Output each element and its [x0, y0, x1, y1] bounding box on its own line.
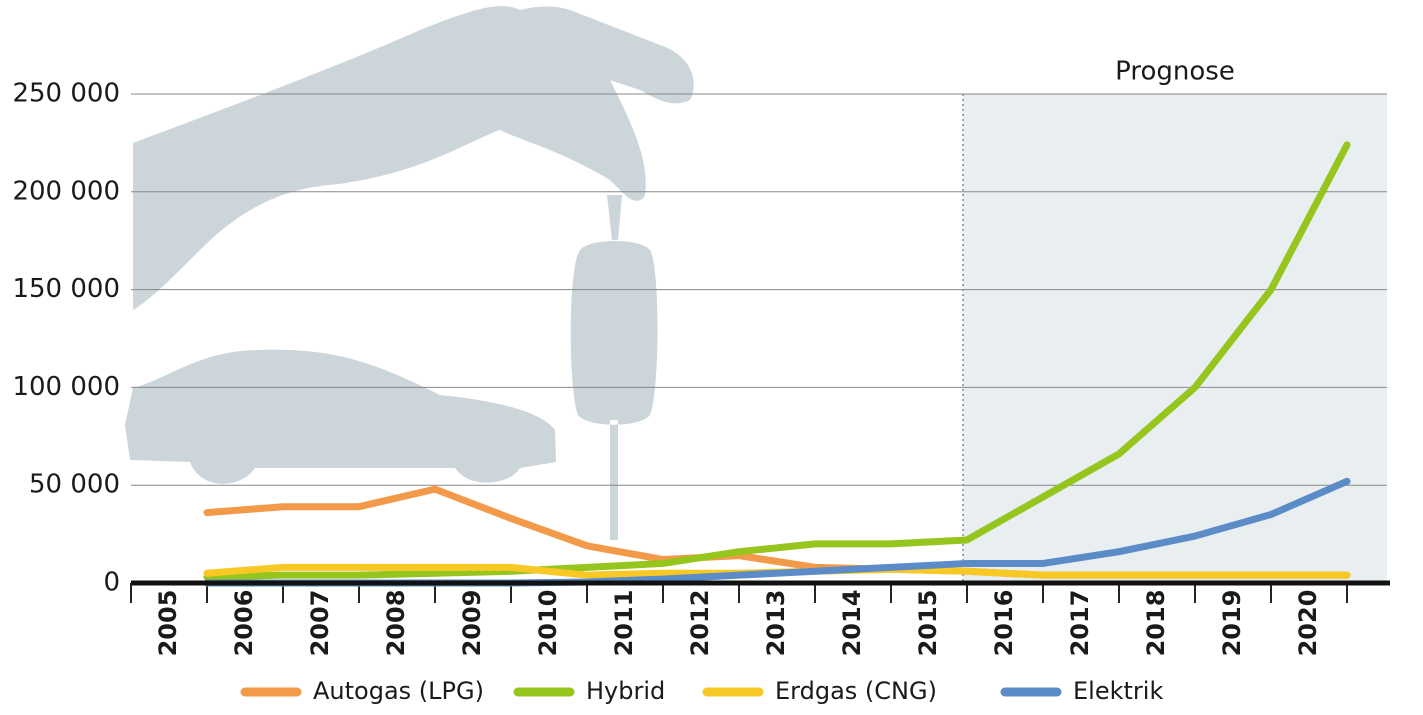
series-line [203, 141, 1351, 581]
x-tick-label: 2007 [306, 590, 334, 657]
x-tick-label: 2012 [686, 590, 714, 657]
key-silhouette [570, 195, 658, 540]
x-tick-label: 2016 [990, 590, 1018, 657]
x-tick-label: 2005 [154, 590, 182, 657]
legend-label: Elektrik [1073, 677, 1163, 705]
x-tick-label: 2015 [914, 590, 942, 657]
legend-label: Hybrid [586, 677, 665, 705]
hand-silhouette [133, 6, 694, 310]
y-tick-label: 200 000 [12, 176, 120, 206]
x-tick-label: 2018 [1142, 590, 1170, 657]
legend-label: Autogas (LPG) [313, 677, 484, 705]
y-tick-label: 100 000 [12, 372, 120, 402]
x-tick-label: 2013 [762, 590, 790, 657]
x-tick-label: 2020 [1294, 590, 1322, 657]
annotation: Prognose [1115, 57, 1235, 87]
x-tick-label: 2008 [382, 590, 410, 657]
y-tick-label: 150 000 [12, 274, 120, 304]
y-tick-label: 0 [103, 568, 120, 598]
x-tick-label: 2010 [534, 590, 562, 657]
y-tick-label: 50 000 [29, 470, 120, 500]
x-tick-label: 2019 [1218, 590, 1246, 657]
y-tick-label: 250 000 [12, 79, 120, 109]
x-tick-label: 2014 [838, 590, 866, 657]
x-tick-label: 2011 [610, 590, 638, 657]
decoration [125, 6, 694, 540]
x-tick-label: 2009 [458, 590, 486, 657]
legend-label: Erdgas (CNG) [775, 677, 937, 705]
x-tick-label: 2006 [230, 590, 258, 657]
car-silhouette [125, 349, 556, 484]
x-tick-label: 2017 [1066, 590, 1094, 657]
